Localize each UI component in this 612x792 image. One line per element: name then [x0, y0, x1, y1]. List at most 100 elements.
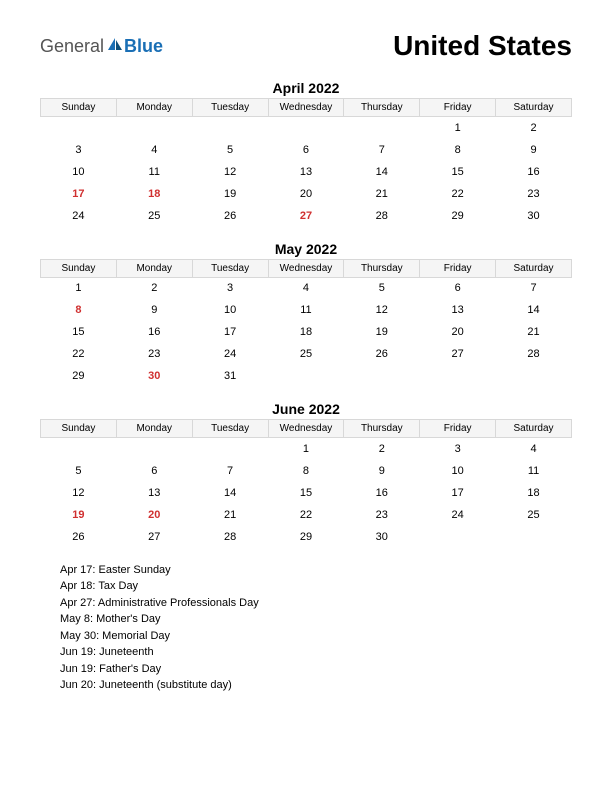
calendar-cell: 23: [496, 183, 572, 205]
calendar-cell: 30: [116, 365, 192, 387]
calendar-cell: 18: [268, 321, 344, 343]
calendar-cell: 29: [41, 365, 117, 387]
calendar-cell: 14: [496, 299, 572, 321]
calendar-cell: 17: [192, 321, 268, 343]
month-title: May 2022: [40, 241, 572, 257]
logo-text-general: General: [40, 36, 104, 57]
calendar-cell: 25: [268, 343, 344, 365]
calendar-cell: 20: [116, 504, 192, 526]
day-header: Tuesday: [192, 99, 268, 117]
day-header: Wednesday: [268, 420, 344, 438]
day-header: Saturday: [496, 420, 572, 438]
calendar-cell: [496, 526, 572, 548]
calendar-cell: [192, 117, 268, 139]
calendar-cell: 8: [41, 299, 117, 321]
day-header: Wednesday: [268, 259, 344, 277]
calendar-cell: 8: [268, 460, 344, 482]
calendar-cell: 19: [41, 504, 117, 526]
day-header: Monday: [116, 259, 192, 277]
holiday-item: Jun 20: Juneteenth (substitute day): [60, 677, 572, 694]
calendar-cell: 24: [420, 504, 496, 526]
day-header: Tuesday: [192, 420, 268, 438]
calendar-cell: 13: [116, 482, 192, 504]
calendar-cell: 21: [344, 183, 420, 205]
calendar-cell: 9: [344, 460, 420, 482]
calendar-cell: 5: [192, 139, 268, 161]
calendar-cell: 3: [420, 438, 496, 460]
calendar-cell: 25: [496, 504, 572, 526]
calendar-table: SundayMondayTuesdayWednesdayThursdayFrid…: [40, 259, 572, 388]
calendar-cell: [268, 365, 344, 387]
calendar-month: May 2022 SundayMondayTuesdayWednesdayThur…: [40, 241, 572, 388]
calendar-cell: [41, 117, 117, 139]
calendar-cell: [420, 365, 496, 387]
calendar-cell: 4: [268, 277, 344, 299]
holiday-item: Jun 19: Father's Day: [60, 661, 572, 678]
calendar-cell: 12: [344, 299, 420, 321]
calendar-cell: 16: [344, 482, 420, 504]
calendars-container: April 2022 SundayMondayTuesdayWednesdayTh…: [40, 80, 572, 548]
calendar-cell: 28: [192, 526, 268, 548]
calendar-cell: 28: [344, 205, 420, 227]
calendar-cell: [344, 117, 420, 139]
calendar-cell: 24: [41, 205, 117, 227]
calendar-cell: 22: [420, 183, 496, 205]
calendar-cell: 15: [268, 482, 344, 504]
calendar-cell: 29: [268, 526, 344, 548]
holiday-item: Apr 27: Administrative Professionals Day: [60, 595, 572, 612]
holiday-item: Apr 17: Easter Sunday: [60, 562, 572, 579]
logo-text-blue: Blue: [124, 36, 163, 57]
holidays-list: Apr 17: Easter SundayApr 18: Tax DayApr …: [60, 562, 572, 694]
calendar-cell: 2: [116, 277, 192, 299]
calendar-cell: 5: [344, 277, 420, 299]
day-header: Tuesday: [192, 259, 268, 277]
calendar-cell: 20: [420, 321, 496, 343]
calendar-cell: 10: [41, 161, 117, 183]
calendar-cell: 16: [116, 321, 192, 343]
calendar-cell: 10: [420, 460, 496, 482]
calendar-cell: 27: [116, 526, 192, 548]
calendar-cell: [344, 365, 420, 387]
month-title: April 2022: [40, 80, 572, 96]
holiday-item: May 30: Memorial Day: [60, 628, 572, 645]
day-header: Saturday: [496, 259, 572, 277]
calendar-cell: 26: [41, 526, 117, 548]
calendar-month: June 2022SundayMondayTuesdayWednesdayThu…: [40, 401, 572, 548]
calendar-cell: 27: [268, 205, 344, 227]
calendar-cell: 6: [268, 139, 344, 161]
day-header: Wednesday: [268, 99, 344, 117]
calendar-month: April 2022SundayMondayTuesdayWednesdayTh…: [40, 80, 572, 227]
holiday-item: Jun 19: Juneteenth: [60, 644, 572, 661]
day-header: Thursday: [344, 420, 420, 438]
calendar-cell: 14: [192, 482, 268, 504]
header: General Blue United States: [40, 30, 572, 62]
calendar-cell: 10: [192, 299, 268, 321]
calendar-cell: 1: [41, 277, 117, 299]
calendar-cell: 30: [344, 526, 420, 548]
calendar-cell: 4: [496, 438, 572, 460]
calendar-cell: 24: [192, 343, 268, 365]
calendar-cell: 15: [41, 321, 117, 343]
calendar-cell: [116, 438, 192, 460]
calendar-cell: 4: [116, 139, 192, 161]
calendar-cell: 19: [192, 183, 268, 205]
logo: General Blue: [40, 36, 163, 57]
day-header: Friday: [420, 420, 496, 438]
calendar-cell: [41, 438, 117, 460]
calendar-cell: 17: [420, 482, 496, 504]
calendar-cell: 15: [420, 161, 496, 183]
calendar-cell: 8: [420, 139, 496, 161]
sail-icon: [106, 36, 124, 57]
page-title: United States: [393, 30, 572, 62]
calendar-cell: [420, 526, 496, 548]
calendar-cell: 13: [420, 299, 496, 321]
calendar-cell: 13: [268, 161, 344, 183]
calendar-cell: 17: [41, 183, 117, 205]
day-header: Thursday: [344, 259, 420, 277]
calendar-cell: 18: [116, 183, 192, 205]
day-header: Saturday: [496, 99, 572, 117]
day-header: Friday: [420, 99, 496, 117]
calendar-cell: 21: [496, 321, 572, 343]
calendar-cell: 22: [268, 504, 344, 526]
calendar-cell: 7: [496, 277, 572, 299]
